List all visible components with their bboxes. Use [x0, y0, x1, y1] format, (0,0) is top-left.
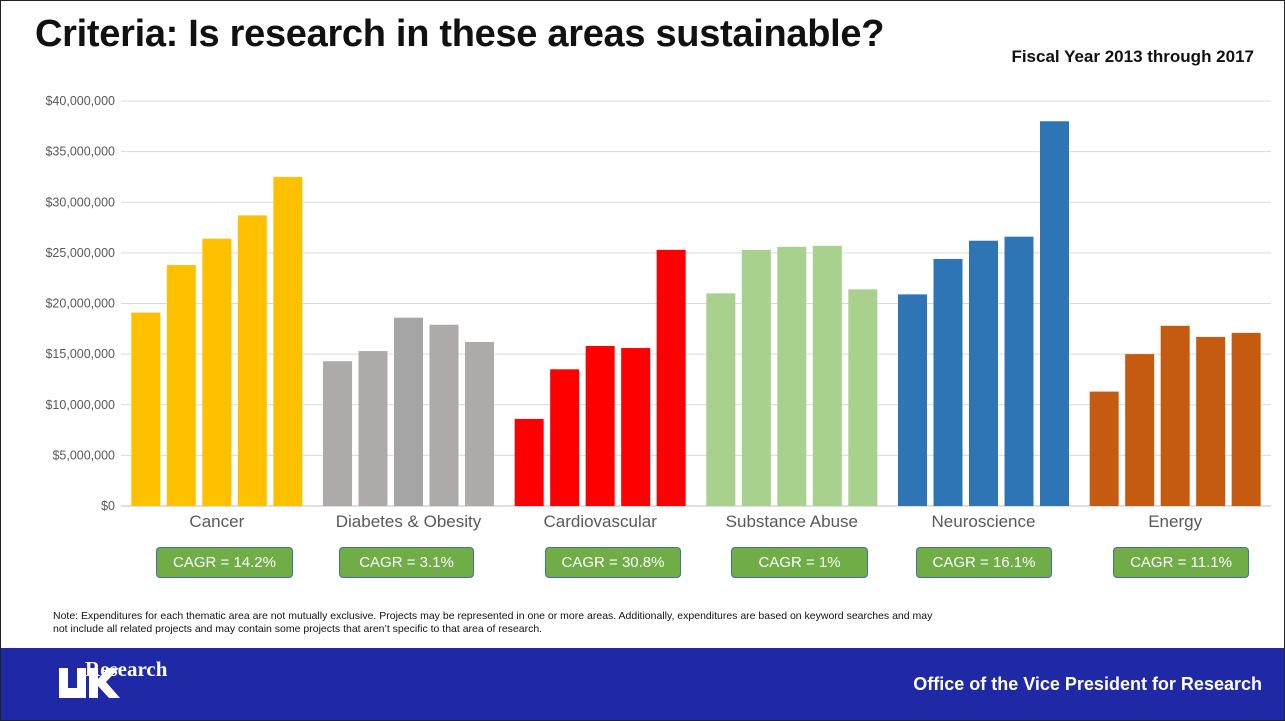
bar [812, 245, 842, 506]
bar [898, 294, 927, 506]
bar [166, 265, 196, 506]
bar [741, 249, 771, 506]
y-tick-label: $35,000,000 [45, 145, 115, 159]
bar [1125, 354, 1155, 506]
footnote: Note: Expenditures for each thematic are… [53, 610, 933, 635]
y-tick-label: $25,000,000 [45, 246, 115, 260]
bar-chart: $0 $5,000,000 $10,000,000 $15,000,000 $20,00… [45, 94, 1271, 531]
bar [848, 289, 878, 506]
bar [1160, 325, 1190, 506]
bar [202, 238, 232, 506]
uk-logo-icon [59, 668, 120, 698]
y-tick-label: $20,000,000 [45, 297, 115, 311]
bar [429, 324, 459, 506]
bar [585, 346, 615, 506]
bar [621, 348, 651, 506]
category-label: Energy [1148, 512, 1202, 531]
cagr-badge-neuroscience: CAGR = 16.1% [916, 547, 1052, 578]
bar [131, 312, 161, 506]
category-label: Cardiovascular [543, 512, 657, 531]
bar [1004, 236, 1034, 507]
category-label: Diabetes & Obesity [336, 512, 482, 531]
category-label: Cancer [189, 512, 244, 531]
slide-title: Criteria: Is research in these areas sus… [35, 13, 885, 55]
logo-research-text: Research [85, 657, 168, 681]
cagr-badge-energy: CAGR = 11.1% [1113, 547, 1249, 578]
cagr-badge-cancer: CAGR = 14.2% [156, 547, 293, 578]
slide-subtitle: Fiscal Year 2013 through 2017 [1011, 47, 1254, 66]
bar [465, 341, 494, 506]
bar [656, 249, 686, 506]
category-label: Neuroscience [932, 512, 1036, 531]
y-tick-label: $0 [101, 499, 115, 513]
y-tick-label: $10,000,000 [45, 398, 115, 412]
office-name: Office of the Vice President for Researc… [913, 674, 1262, 694]
y-tick-label: $40,000,000 [45, 94, 115, 108]
bar [933, 258, 963, 506]
bar [706, 293, 736, 506]
bar [1089, 391, 1119, 506]
bar [550, 369, 580, 506]
bar [969, 240, 998, 506]
bar [237, 215, 267, 506]
y-tick-label: $15,000,000 [45, 347, 115, 361]
cagr-badge-cardiovascular: CAGR = 30.8% [545, 547, 681, 578]
cagr-badge-substance-abuse: CAGR = 1% [731, 547, 868, 578]
cagr-badge-diabetes: CAGR = 3.1% [339, 547, 474, 578]
bar [514, 418, 544, 506]
category-label: Substance Abuse [726, 512, 858, 531]
y-tick-label: $5,000,000 [52, 448, 115, 462]
bar [777, 246, 807, 507]
y-tick-label: $30,000,000 [45, 195, 115, 209]
bar [358, 351, 388, 506]
bar [394, 317, 423, 506]
bar [323, 361, 352, 506]
bar [1040, 121, 1069, 506]
bar [273, 176, 303, 506]
bar [1196, 336, 1226, 506]
footer-bar: Research Office of the Vice President fo… [1, 648, 1284, 720]
bar [1231, 332, 1261, 506]
